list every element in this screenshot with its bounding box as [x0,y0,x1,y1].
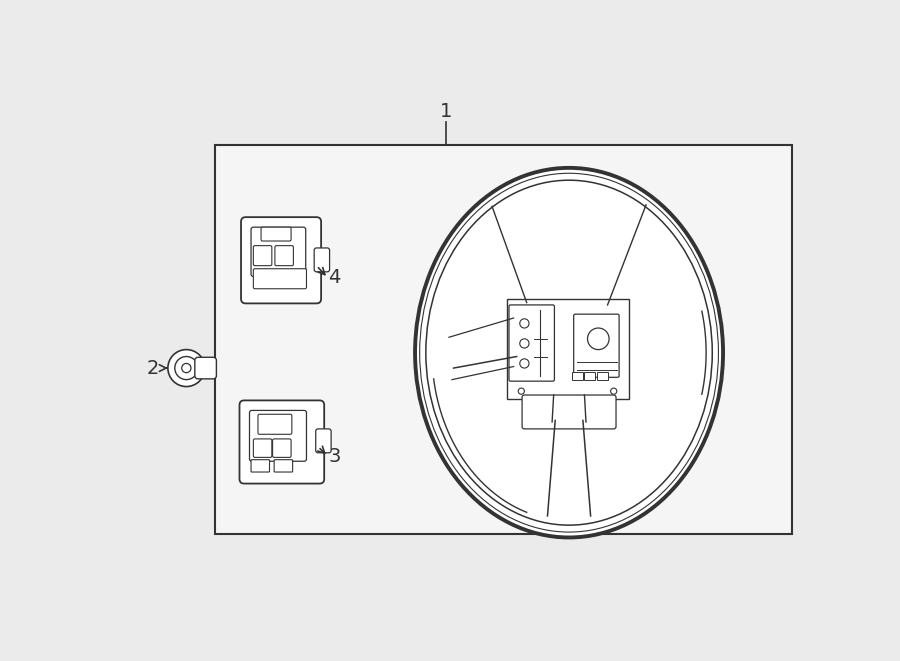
FancyBboxPatch shape [572,372,583,379]
FancyBboxPatch shape [194,358,216,379]
FancyBboxPatch shape [251,459,269,472]
FancyBboxPatch shape [597,372,608,379]
Circle shape [520,319,529,328]
Circle shape [518,388,525,394]
FancyBboxPatch shape [508,299,629,399]
Circle shape [588,328,609,350]
FancyBboxPatch shape [273,439,291,457]
Circle shape [610,388,616,394]
Text: 1: 1 [440,102,452,121]
FancyBboxPatch shape [316,429,331,453]
FancyBboxPatch shape [522,395,616,429]
Text: 3: 3 [328,447,340,466]
FancyBboxPatch shape [314,248,329,272]
FancyBboxPatch shape [509,305,554,381]
Circle shape [168,350,205,387]
FancyBboxPatch shape [584,372,595,379]
FancyBboxPatch shape [251,227,306,276]
Text: 2: 2 [147,358,159,377]
FancyBboxPatch shape [215,145,792,533]
Circle shape [520,359,529,368]
Circle shape [182,364,191,373]
FancyBboxPatch shape [254,439,272,457]
FancyBboxPatch shape [249,410,307,461]
FancyBboxPatch shape [241,217,321,303]
FancyBboxPatch shape [261,227,291,241]
Circle shape [520,339,529,348]
FancyBboxPatch shape [254,246,272,266]
Ellipse shape [415,168,723,537]
FancyBboxPatch shape [258,414,292,434]
Text: 4: 4 [328,268,340,288]
FancyBboxPatch shape [274,246,293,266]
FancyBboxPatch shape [274,459,292,472]
FancyBboxPatch shape [239,401,324,484]
FancyBboxPatch shape [573,314,619,377]
FancyBboxPatch shape [254,269,307,289]
Circle shape [175,356,198,379]
